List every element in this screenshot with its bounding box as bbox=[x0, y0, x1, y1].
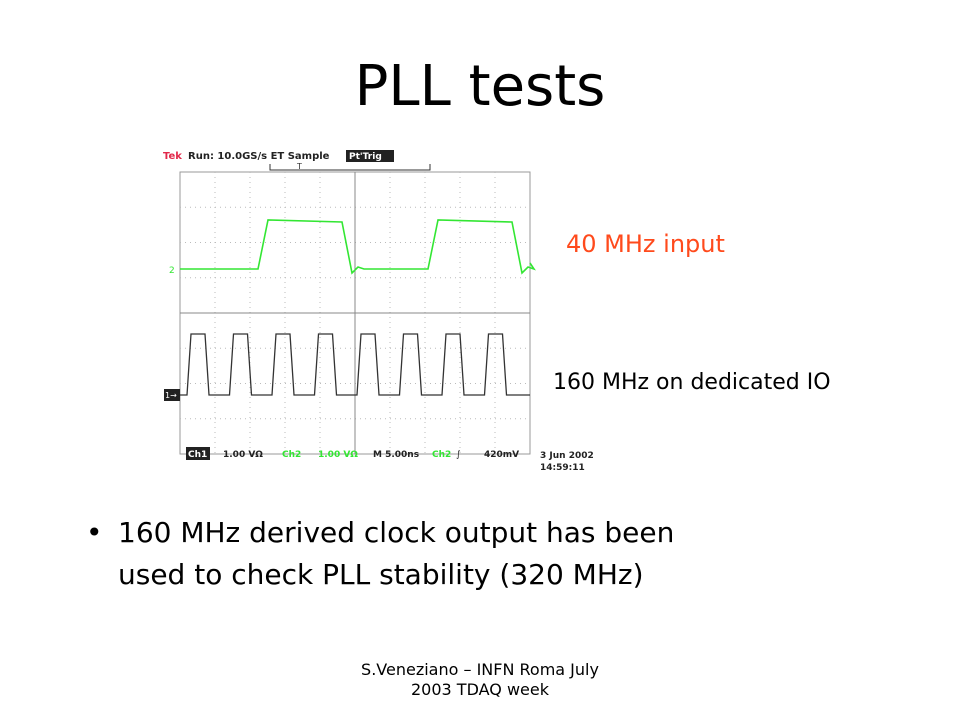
bullet-line-2: used to check PLL stability (320 MHz) bbox=[118, 558, 644, 591]
scope-time: 14:59:11 bbox=[540, 463, 585, 473]
ch1-marker: 1→ bbox=[165, 391, 177, 400]
trig-source: Ch2 bbox=[432, 450, 451, 460]
footer-line-1: S.Veneziano – INFN Roma July bbox=[361, 660, 599, 679]
scope-date: 3 Jun 2002 bbox=[540, 451, 594, 461]
scope-status: Run: 10.0GS/s ET Sample bbox=[188, 151, 330, 162]
ch2-marker: 2 bbox=[169, 266, 175, 276]
ch1-label: Ch1 bbox=[188, 450, 207, 460]
bullet-dot-icon: • bbox=[86, 516, 103, 549]
ch1-marker-box bbox=[164, 389, 180, 401]
bullet-line-1: 160 MHz derived clock output has been bbox=[118, 516, 675, 549]
trig-box bbox=[346, 150, 394, 162]
trigger-bracket bbox=[269, 164, 431, 171]
oscilloscope-screenshot: Tek Run: 10.0GS/s ET Sample Pt'Trig T 2 … bbox=[160, 142, 610, 487]
oscilloscope-display: Tek Run: 10.0GS/s ET Sample Pt'Trig T 2 … bbox=[163, 150, 594, 473]
ch1-scale: 1.00 VΩ bbox=[223, 450, 263, 460]
ch2-label: Ch2 bbox=[282, 450, 301, 460]
bullet-text: 160 MHz derived clock output has been us… bbox=[118, 512, 838, 596]
timebase: M 5.00ns bbox=[373, 450, 419, 460]
ch1-label-box bbox=[186, 447, 210, 460]
scope-trig: Pt'Trig bbox=[349, 152, 382, 162]
label-40mhz-input: 40 MHz input bbox=[566, 230, 725, 258]
label-160mhz-io: 160 MHz on dedicated IO bbox=[553, 370, 831, 395]
scope-brand: Tek bbox=[163, 151, 182, 162]
ch2-waveform bbox=[180, 219, 536, 275]
trig-level: 420mV bbox=[484, 450, 519, 460]
ch2-scale: 1.00 VΩ bbox=[318, 450, 358, 460]
trig-marker: T bbox=[296, 162, 302, 171]
ch1-waveform bbox=[180, 333, 530, 396]
slide-title: PLL tests bbox=[354, 54, 606, 119]
slide-footer: S.Veneziano – INFN Roma July 2003 TDAQ w… bbox=[0, 660, 960, 700]
footer-line-2: 2003 TDAQ week bbox=[411, 680, 549, 699]
trig-slope-icon: ∫ bbox=[456, 450, 461, 460]
